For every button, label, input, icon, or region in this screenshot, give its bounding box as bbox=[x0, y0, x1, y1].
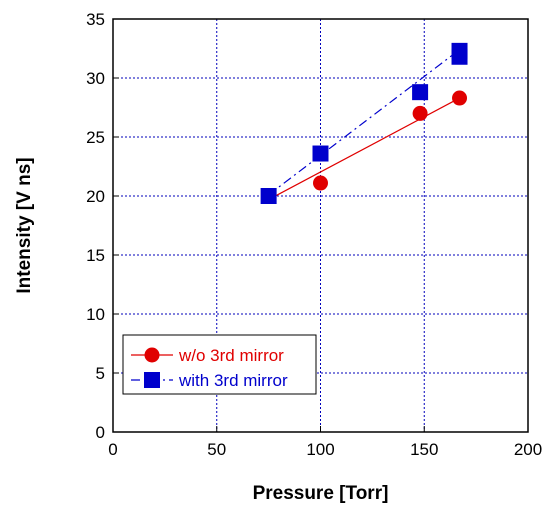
legend-item: w/o 3rd mirror bbox=[131, 346, 284, 365]
x-tick-label: 100 bbox=[306, 440, 334, 459]
y-tick-label: 5 bbox=[96, 364, 105, 383]
series-1-point bbox=[312, 145, 329, 162]
legend-marker bbox=[144, 372, 160, 388]
x-axis-title: Pressure [Torr] bbox=[253, 483, 389, 504]
legend-label: w/o 3rd mirror bbox=[178, 346, 284, 365]
y-tick-label: 25 bbox=[86, 128, 105, 147]
fit-lines bbox=[268, 49, 460, 201]
y-tick-label: 20 bbox=[86, 187, 105, 206]
axis-ticks: 0 50 100 150 200 0 5 10 15 20 25 30 35 bbox=[86, 10, 542, 459]
series-0-point bbox=[412, 105, 428, 121]
series-1-point bbox=[451, 48, 468, 65]
legend: w/o 3rd mirror with 3rd mirror bbox=[122, 334, 317, 395]
y-tick-label: 35 bbox=[86, 10, 105, 29]
legend-marker bbox=[144, 347, 160, 363]
x-tick-label: 0 bbox=[108, 440, 117, 459]
legend-label: with 3rd mirror bbox=[178, 371, 288, 390]
y-tick-label: 30 bbox=[86, 69, 105, 88]
y-axis-title: Intensity [V ns] bbox=[14, 157, 35, 293]
series-0-fit-line bbox=[268, 97, 460, 201]
x-tick-label: 50 bbox=[207, 440, 226, 459]
y-tick-label: 15 bbox=[86, 246, 105, 265]
series-0-point bbox=[313, 175, 328, 191]
series-1-point bbox=[412, 84, 429, 101]
legend-item: with 3rd mirror bbox=[131, 371, 288, 390]
data-markers bbox=[260, 42, 468, 204]
x-tick-label: 150 bbox=[410, 440, 438, 459]
series-1-point bbox=[260, 188, 277, 204]
y-tick-label: 0 bbox=[96, 423, 105, 442]
x-tick-label: 200 bbox=[514, 440, 542, 459]
y-tick-label: 10 bbox=[86, 305, 105, 324]
series-0-point bbox=[452, 90, 468, 106]
series-1-fit-line bbox=[268, 49, 460, 196]
